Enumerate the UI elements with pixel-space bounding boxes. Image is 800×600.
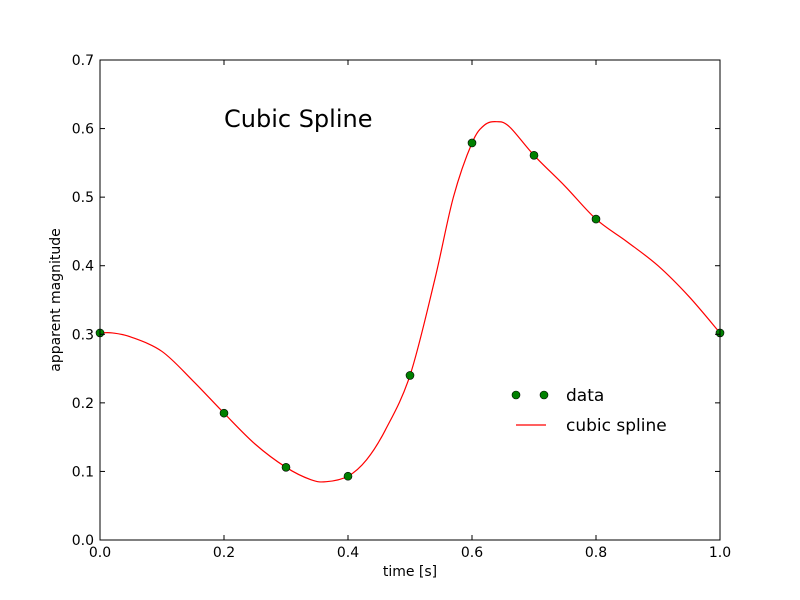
y-tick-label: 0.1	[72, 464, 94, 480]
legend-label-data: data	[566, 386, 604, 406]
legend-data-marker-2	[539, 390, 549, 400]
y-tick-label: 0.2	[72, 396, 94, 412]
x-tick-label: 1.0	[709, 545, 731, 561]
y-tick-label: 0.0	[72, 533, 94, 549]
data-point	[343, 471, 353, 481]
data-point	[405, 371, 415, 380]
series-layer	[95, 121, 725, 483]
x-tick-label: 0.8	[585, 545, 607, 561]
x-tick-label: 0.6	[461, 545, 483, 561]
x-tick-label: 0.0	[89, 545, 111, 561]
x-axis-label: time [s]	[383, 564, 437, 580]
legend: data cubic spline	[511, 386, 667, 436]
legend-label-cubic-spline: cubic spline	[566, 416, 667, 436]
data-point	[219, 408, 229, 418]
legend-data-marker-1	[511, 390, 521, 400]
ticks-layer: 0.0 0.2 0.4 0.6 0.8 1.0 0.0 0.1 0.2 0.3 0.4 0.5 0.6 0…	[72, 53, 731, 561]
chart-annotation: Cubic Spline	[224, 105, 372, 133]
x-tick-label: 0.4	[337, 545, 359, 561]
y-tick-label: 0.5	[72, 190, 94, 206]
y-tick-label: 0.7	[72, 53, 94, 69]
y-tick-label: 0.6	[72, 122, 94, 138]
data-point	[467, 138, 477, 148]
plot-area	[100, 60, 720, 540]
y-tick-label: 0.3	[72, 327, 94, 343]
data-point	[281, 463, 291, 472]
y-axis-label: apparent magnitude	[48, 228, 64, 372]
data-point	[591, 214, 601, 224]
plot-frame	[99, 59, 721, 541]
series-line-cubic-spline	[99, 121, 721, 483]
x-tick-label: 0.2	[213, 545, 235, 561]
y-tick-label: 0.4	[72, 259, 94, 275]
data-point	[529, 151, 539, 160]
